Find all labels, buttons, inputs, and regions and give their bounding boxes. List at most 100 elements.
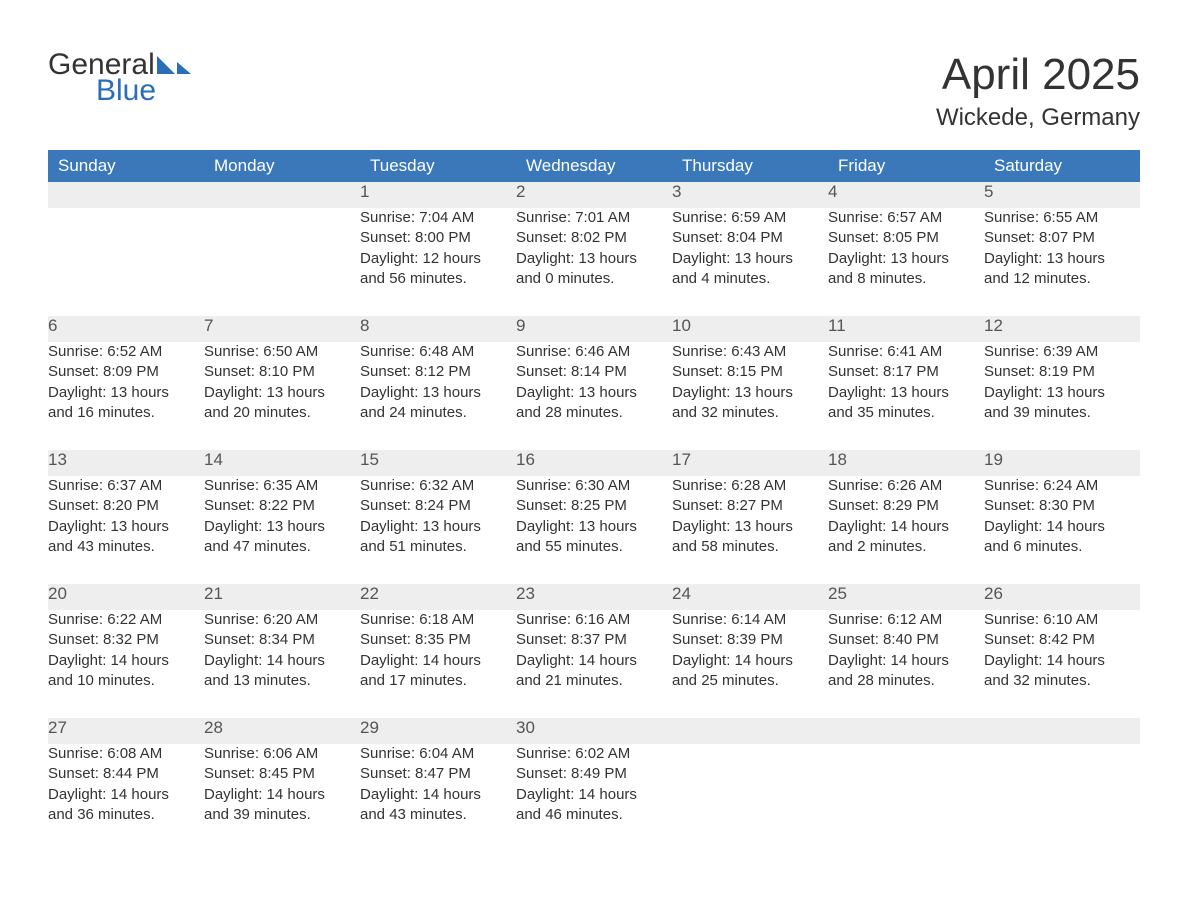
day-body-cell: Sunrise: 6:39 AMSunset: 8:19 PMDaylight:… (984, 342, 1140, 450)
daylight-text-line2: and 55 minutes. (516, 537, 672, 557)
sunset-text: Sunset: 8:05 PM (828, 228, 984, 248)
day-number-cell (204, 182, 360, 208)
page-title: April 2025 (936, 50, 1140, 100)
sunset-text: Sunset: 8:49 PM (516, 764, 672, 784)
day-number-cell: 1 (360, 182, 516, 208)
daylight-text-line2: and 28 minutes. (828, 671, 984, 691)
day-body-cell: Sunrise: 6:24 AMSunset: 8:30 PMDaylight:… (984, 476, 1140, 584)
day-number-cell: 25 (828, 584, 984, 610)
day-body-cell: Sunrise: 6:22 AMSunset: 8:32 PMDaylight:… (48, 610, 204, 718)
daylight-text-line1: Daylight: 13 hours (984, 383, 1140, 403)
daylight-text-line2: and 36 minutes. (48, 805, 204, 825)
day-number-cell: 22 (360, 584, 516, 610)
day-body-cell: Sunrise: 6:52 AMSunset: 8:09 PMDaylight:… (48, 342, 204, 450)
day-body-row: Sunrise: 6:22 AMSunset: 8:32 PMDaylight:… (48, 610, 1140, 718)
daylight-text-line2: and 20 minutes. (204, 403, 360, 423)
sunset-text: Sunset: 8:02 PM (516, 228, 672, 248)
sunset-text: Sunset: 8:12 PM (360, 362, 516, 382)
sunrise-text: Sunrise: 6:12 AM (828, 610, 984, 630)
sunset-text: Sunset: 8:04 PM (672, 228, 828, 248)
weekday-header: Wednesday (516, 150, 672, 182)
day-number-cell: 2 (516, 182, 672, 208)
sunrise-text: Sunrise: 6:32 AM (360, 476, 516, 496)
daylight-text-line1: Daylight: 13 hours (48, 383, 204, 403)
day-body-cell: Sunrise: 6:04 AMSunset: 8:47 PMDaylight:… (360, 744, 516, 852)
day-number-row: 12345 (48, 182, 1140, 208)
daylight-text-line1: Daylight: 13 hours (360, 517, 516, 537)
daylight-text-line2: and 35 minutes. (828, 403, 984, 423)
day-body-cell: Sunrise: 6:26 AMSunset: 8:29 PMDaylight:… (828, 476, 984, 584)
day-body-cell (828, 744, 984, 852)
sunrise-text: Sunrise: 6:55 AM (984, 208, 1140, 228)
day-body-cell: Sunrise: 6:02 AMSunset: 8:49 PMDaylight:… (516, 744, 672, 852)
sunset-text: Sunset: 8:35 PM (360, 630, 516, 650)
sunrise-text: Sunrise: 6:57 AM (828, 208, 984, 228)
day-body-cell: Sunrise: 6:37 AMSunset: 8:20 PMDaylight:… (48, 476, 204, 584)
sunrise-text: Sunrise: 6:52 AM (48, 342, 204, 362)
sunset-text: Sunset: 8:29 PM (828, 496, 984, 516)
daylight-text-line1: Daylight: 14 hours (984, 651, 1140, 671)
day-number-row: 13141516171819 (48, 450, 1140, 476)
sunrise-text: Sunrise: 6:43 AM (672, 342, 828, 362)
day-number-cell (672, 718, 828, 744)
sunset-text: Sunset: 8:30 PM (984, 496, 1140, 516)
daylight-text-line2: and 0 minutes. (516, 269, 672, 289)
sunrise-text: Sunrise: 6:59 AM (672, 208, 828, 228)
daylight-text-line2: and 58 minutes. (672, 537, 828, 557)
day-body-cell (672, 744, 828, 852)
sunrise-text: Sunrise: 6:22 AM (48, 610, 204, 630)
daylight-text-line2: and 8 minutes. (828, 269, 984, 289)
day-number-row: 20212223242526 (48, 584, 1140, 610)
daylight-text-line2: and 16 minutes. (48, 403, 204, 423)
day-number-cell: 11 (828, 316, 984, 342)
daylight-text-line1: Daylight: 13 hours (204, 517, 360, 537)
day-body-cell (984, 744, 1140, 852)
day-number-cell: 5 (984, 182, 1140, 208)
daylight-text-line2: and 47 minutes. (204, 537, 360, 557)
daylight-text-line1: Daylight: 14 hours (828, 517, 984, 537)
day-number-cell: 4 (828, 182, 984, 208)
day-body-cell: Sunrise: 6:55 AMSunset: 8:07 PMDaylight:… (984, 208, 1140, 316)
day-body-cell: Sunrise: 6:57 AMSunset: 8:05 PMDaylight:… (828, 208, 984, 316)
daylight-text-line1: Daylight: 14 hours (516, 651, 672, 671)
sunset-text: Sunset: 8:20 PM (48, 496, 204, 516)
daylight-text-line1: Daylight: 13 hours (360, 383, 516, 403)
day-number-cell: 19 (984, 450, 1140, 476)
sunset-text: Sunset: 8:39 PM (672, 630, 828, 650)
sunrise-text: Sunrise: 6:39 AM (984, 342, 1140, 362)
header: General Blue April 2025 Wickede, Germany (48, 50, 1140, 132)
daylight-text-line2: and 10 minutes. (48, 671, 204, 691)
daylight-text-line1: Daylight: 13 hours (516, 383, 672, 403)
sunset-text: Sunset: 8:17 PM (828, 362, 984, 382)
daylight-text-line2: and 39 minutes. (984, 403, 1140, 423)
daylight-text-line1: Daylight: 12 hours (360, 249, 516, 269)
sunrise-text: Sunrise: 6:37 AM (48, 476, 204, 496)
sunset-text: Sunset: 8:15 PM (672, 362, 828, 382)
calendar-table: Sunday Monday Tuesday Wednesday Thursday… (48, 150, 1140, 852)
sunrise-text: Sunrise: 6:10 AM (984, 610, 1140, 630)
daylight-text-line2: and 12 minutes. (984, 269, 1140, 289)
sunrise-text: Sunrise: 6:06 AM (204, 744, 360, 764)
day-body-cell: Sunrise: 7:04 AMSunset: 8:00 PMDaylight:… (360, 208, 516, 316)
sunrise-text: Sunrise: 7:04 AM (360, 208, 516, 228)
day-body-cell: Sunrise: 6:16 AMSunset: 8:37 PMDaylight:… (516, 610, 672, 718)
daylight-text-line1: Daylight: 14 hours (672, 651, 828, 671)
calendar-page: General Blue April 2025 Wickede, Germany… (0, 0, 1188, 892)
daylight-text-line2: and 2 minutes. (828, 537, 984, 557)
sunset-text: Sunset: 8:07 PM (984, 228, 1140, 248)
sunrise-text: Sunrise: 6:50 AM (204, 342, 360, 362)
day-body-cell: Sunrise: 6:28 AMSunset: 8:27 PMDaylight:… (672, 476, 828, 584)
sunrise-text: Sunrise: 6:16 AM (516, 610, 672, 630)
daylight-text-line1: Daylight: 14 hours (360, 651, 516, 671)
day-number-cell: 28 (204, 718, 360, 744)
day-number-cell: 20 (48, 584, 204, 610)
sunrise-text: Sunrise: 6:26 AM (828, 476, 984, 496)
day-number-cell: 30 (516, 718, 672, 744)
daylight-text-line2: and 32 minutes. (984, 671, 1140, 691)
daylight-text-line1: Daylight: 13 hours (828, 383, 984, 403)
day-number-cell: 18 (828, 450, 984, 476)
day-body-cell: Sunrise: 6:10 AMSunset: 8:42 PMDaylight:… (984, 610, 1140, 718)
daylight-text-line2: and 32 minutes. (672, 403, 828, 423)
day-body-cell: Sunrise: 6:12 AMSunset: 8:40 PMDaylight:… (828, 610, 984, 718)
daylight-text-line1: Daylight: 13 hours (516, 249, 672, 269)
